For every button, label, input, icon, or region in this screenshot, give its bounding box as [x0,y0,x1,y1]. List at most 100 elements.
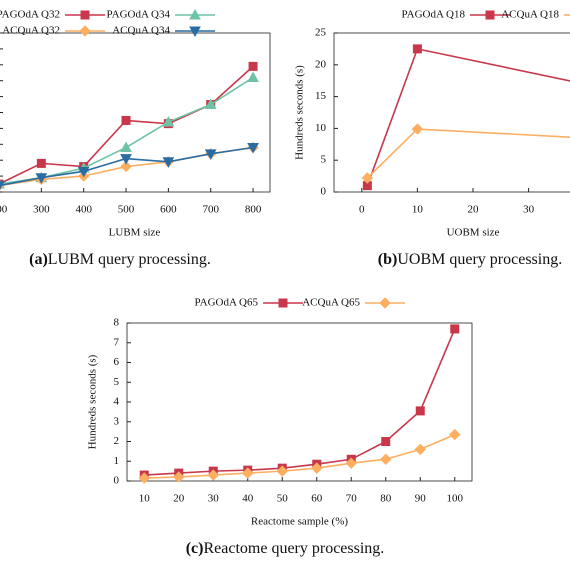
caption-label: (a) [29,251,48,268]
x-tick-label: 10 [412,204,424,216]
legend-label: ACQuA Q34 [112,25,170,37]
y-tick-label: 10 [315,122,327,134]
y-axis-label: Hundreds seconds (s) [294,65,306,160]
marker [77,166,90,178]
y-axis-label: Hundreds seconds (s) [87,354,99,449]
series-line [144,328,456,476]
series-line [366,47,570,186]
marker [138,472,150,484]
legend-marker [189,8,201,20]
marker [204,149,217,160]
legend-marker [379,297,391,309]
marker [162,116,175,127]
x-tick-label: 30 [523,204,535,216]
marker [276,465,288,477]
x-tick-label: 90 [415,493,427,505]
marker [173,471,185,483]
x-tick-label: 20 [468,204,480,216]
y-tick-label: 0 [114,475,120,487]
caption: (a)LUBM query processing. [29,251,211,268]
marker [411,123,424,135]
y-tick-label: 8 [114,317,120,329]
x-tick-label: 40 [242,493,254,505]
x-tick-label: 100 [447,493,464,505]
y-tick-label: 3 [114,415,120,427]
marker [0,181,5,190]
marker [35,173,48,184]
x-tick-label: 50 [277,493,289,505]
legend-marker [189,26,201,38]
plot-frame [0,32,271,193]
y-tick-label: 5 [321,154,327,166]
x-axis-label: UOBM size [447,227,500,239]
legend-label: PAGOdA Q65 [195,297,259,309]
marker [345,457,357,469]
marker [121,115,131,125]
marker [120,141,132,152]
legend-label: ACQuA Q32 [2,25,60,37]
marker [381,437,391,446]
legend-marker [79,25,91,37]
caption-text: LUBM query processing. [48,251,211,268]
marker [242,467,254,479]
x-tick-label: 200 [0,204,8,216]
marker [162,157,175,168]
marker [361,172,374,184]
legend-marker [485,10,495,20]
x-axis-label: Reactome sample (%) [251,516,348,528]
x-tick-label: 80 [380,493,392,505]
y-tick-label: 15 [315,90,327,102]
marker [449,428,461,441]
marker [204,98,217,110]
x-axis-label: LUBM size [109,227,161,239]
legend-label: PAGOdA Q34 [107,9,171,21]
caption-text: Reactome query processing. [203,540,384,557]
y-tick-label: 6 [114,356,120,368]
y-tick-label: 25 [315,27,327,39]
y-tick-label: 20 [315,58,327,70]
caption-label: (c) [186,540,204,557]
legend-label: PAGOdA Q32 [0,9,60,21]
marker [247,71,259,83]
caption: (b)UOBM query processing. [378,251,562,268]
x-tick-label: 70 [346,493,358,505]
chart: 10 20 30 40 50 60 70 80 90 100 0 1 2 3 4 5 6 7 8 Reactome s… [87,297,473,557]
marker [120,160,132,173]
marker [415,406,425,416]
legend-marker [80,10,90,20]
marker [248,61,258,71]
y-tick-label: 5 [114,376,120,388]
marker [450,324,460,334]
y-tick-label: 4 [114,396,120,408]
y-tick-label: 1 [114,455,120,467]
marker [414,443,426,456]
plot-frame [333,32,570,193]
marker [120,154,132,165]
x-tick-label: 10 [139,493,151,505]
x-tick-label: 800 [245,204,262,216]
marker [380,453,392,465]
marker [412,44,422,54]
x-tick-label: 500 [118,204,135,216]
y-tick-label: 7 [114,336,120,348]
x-tick-label: 0 [359,204,365,216]
caption: (c)Reactome query processing. [186,540,385,557]
legend-marker [278,298,288,308]
chart: 200300400500600700800012345678910LUBM si… [0,8,271,268]
series-line [366,128,570,179]
x-tick-label: 700 [202,204,219,216]
x-tick-label: 600 [160,204,177,216]
marker [207,469,219,481]
x-tick-label: 400 [75,204,92,216]
x-tick-label: 60 [311,493,323,505]
x-tick-label: 20 [173,493,185,505]
marker [247,142,259,154]
y-tick-label: 2 [114,435,120,447]
series-line [144,433,456,479]
legend-label: ACQuA Q65 [302,297,360,309]
marker [36,158,46,168]
x-tick-label: 30 [208,493,220,505]
y-tick-label: 0 [321,186,327,198]
